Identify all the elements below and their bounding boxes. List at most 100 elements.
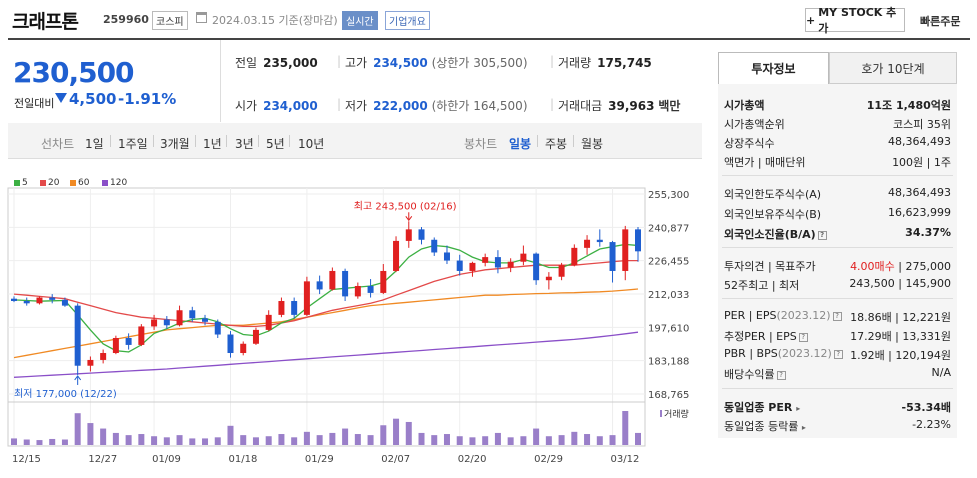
period-10y[interactable]: 10년: [298, 137, 325, 151]
day-low: 저가 222,000 (하한가 164,500): [345, 99, 528, 113]
help-icon[interactable]: ?: [833, 350, 843, 359]
volume-bar: [291, 437, 298, 445]
candle-body: [367, 285, 374, 293]
low-annotation: 최저 177,000 (12/22): [14, 388, 117, 400]
candle-body: [635, 229, 641, 252]
x-tick-label: 12/15: [12, 454, 41, 465]
volume-bar: [151, 436, 158, 445]
quote-date: 2024.03.15 기준(장마감): [212, 14, 338, 27]
candle-body: [252, 329, 259, 344]
y-tick-label: 240,877: [648, 223, 689, 234]
candle-body: [329, 270, 336, 290]
plus-icon: +: [806, 13, 816, 27]
period-3m[interactable]: 3개월: [160, 137, 190, 151]
divider: [220, 40, 221, 122]
volume-bar: [443, 434, 450, 445]
candle-body: [112, 337, 119, 354]
period-5y[interactable]: 5년: [266, 137, 285, 151]
high-annotation: 최고 243,500 (02/16): [354, 200, 457, 212]
volume-bar: [545, 436, 552, 445]
period-1d[interactable]: 1일: [85, 137, 104, 151]
help-icon[interactable]: ?: [817, 231, 827, 240]
candle-body: [214, 321, 221, 335]
candle-body: [443, 252, 450, 261]
legend-ma120: 120: [102, 178, 127, 188]
change-percent: -1.91%: [118, 90, 177, 108]
down-arrow-icon: [55, 93, 67, 103]
period-monthly[interactable]: 월봉: [581, 137, 604, 151]
volume-bar: [227, 425, 234, 445]
volume-bar: [23, 439, 30, 445]
candle-body: [176, 310, 183, 326]
candle-chart-label: 봉차트: [464, 137, 498, 151]
volume-bar: [61, 439, 68, 445]
help-icon[interactable]: ?: [832, 312, 842, 321]
pbr-row: PBR | BPS(2023.12)? 1.92배 | 120,194원: [724, 347, 951, 362]
volume-bar: [558, 435, 565, 445]
foreign-limit-row: 외국인한도주식수(A) 48,364,493: [724, 186, 951, 201]
candle-body: [596, 239, 603, 243]
period-1w[interactable]: 1주일: [118, 137, 148, 151]
trade-amount: 거래대금 39,963 백만: [558, 99, 681, 113]
open-price: 시가 234,000: [235, 99, 318, 113]
change-label: 전일대비: [14, 97, 55, 110]
y-tick-label: 255,300: [648, 190, 689, 201]
low-arrow-head: [74, 375, 82, 381]
tab-invest-info[interactable]: 투자정보: [718, 52, 829, 84]
stock-code: 259960: [103, 13, 149, 26]
listed-shares-row: 상장주식수 48,364,493: [724, 135, 951, 150]
candle-body: [354, 285, 361, 297]
volume-bar: [329, 432, 336, 445]
day-high: 고가 234,500 (상한가 305,500): [345, 56, 528, 70]
x-tick-label: 01/09: [152, 454, 181, 465]
x-tick-label: 12/27: [88, 454, 117, 465]
high-arrow-head: [405, 215, 413, 222]
candle-body: [36, 297, 43, 304]
legend-ma5: 5: [14, 178, 28, 188]
candle-body: [342, 270, 349, 297]
market-badge: 코스피: [152, 11, 188, 30]
period-3y[interactable]: 3년: [235, 137, 254, 151]
x-tick-label: 01/18: [228, 454, 257, 465]
calendar-icon: [196, 12, 207, 23]
candle-body: [571, 247, 578, 266]
candle-body: [87, 359, 94, 366]
help-icon[interactable]: ?: [798, 333, 808, 342]
header-divider: [8, 38, 970, 40]
y-tick-label: 168,765: [648, 390, 689, 401]
foreign-holding-row: 외국인보유주식수(B) 16,623,999: [724, 206, 951, 221]
period-weekly[interactable]: 주봉: [545, 137, 568, 151]
y-tick-label: 212,033: [648, 290, 689, 301]
volume-bar: [189, 438, 196, 445]
candle-body: [163, 319, 170, 326]
per-row: PER | EPS(2023.12)? 18.86배 | 12,221원: [724, 309, 951, 324]
candle-body: [291, 301, 298, 315]
quick-order-button[interactable]: 빠른주문: [920, 15, 961, 28]
volume-bar: [635, 432, 641, 445]
volume-bar: [469, 437, 476, 445]
period-1y[interactable]: 1년: [203, 137, 222, 151]
stock-name: 크래프톤: [12, 11, 79, 33]
candle-body: [418, 229, 425, 240]
candle-body: [520, 253, 527, 262]
price-chart[interactable]: 255,300 240,877 226,455 212,033 197,610 183,1…: [0, 0, 710, 478]
candle-body: [303, 281, 310, 315]
prev-close: 전일 235,000: [235, 56, 318, 70]
candle-body: [265, 314, 272, 330]
volume-bar: [176, 435, 183, 445]
company-info-button[interactable]: 기업개요: [385, 11, 430, 30]
market-cap-rank-row: 시가총액순위 코스피 35위: [724, 118, 951, 131]
volume-bar: [112, 432, 119, 445]
volume-bar: [316, 435, 323, 445]
period-daily[interactable]: 일봉: [509, 137, 532, 151]
candle-body: [189, 310, 196, 319]
add-mystock-button[interactable]: + MY STOCK 추가: [805, 6, 905, 35]
candle-body: [74, 305, 81, 366]
help-icon[interactable]: ?: [776, 371, 786, 380]
x-tick-label: 02/29: [534, 454, 563, 465]
volume-bar: [125, 435, 132, 445]
tab-orderbook[interactable]: 호가 10단계: [829, 52, 957, 84]
candle-body: [494, 257, 501, 268]
candle-body: [558, 265, 565, 277]
industry-rate-row: 동일업종 등락률 ▸ -2.23%: [724, 418, 951, 433]
